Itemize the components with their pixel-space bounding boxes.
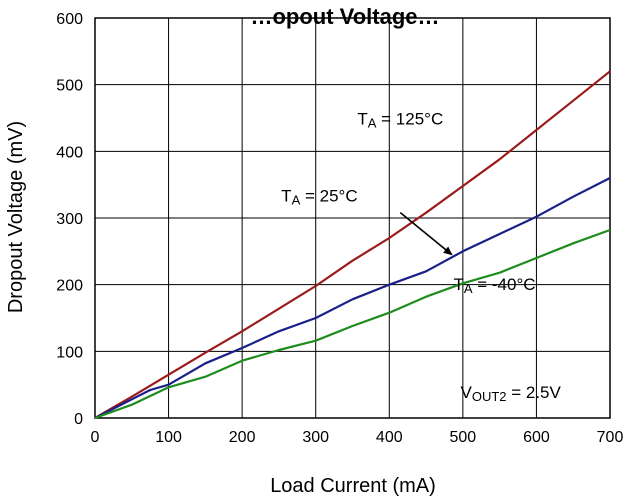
annotation-t125: TA = 125°C <box>357 110 443 131</box>
grid-lines <box>95 18 610 418</box>
x-tick-label: 700 <box>597 429 624 446</box>
x-tick-label: 500 <box>450 429 477 446</box>
y-tick-label: 500 <box>56 78 83 95</box>
chart-title: …opout Voltage… <box>250 4 439 29</box>
x-tick-label: 200 <box>229 429 256 446</box>
y-tick-label: 300 <box>56 211 83 228</box>
series-line-1 <box>94 177 611 419</box>
annotation-tm40: TA = -40°C <box>453 275 535 296</box>
series-line-0 <box>94 70 611 419</box>
annotation-vout: VOUT2 = 2.5V <box>460 383 561 404</box>
annotations: TA = 125°C TA = 25°C TA = -40°C VOUT2 = 2.5… <box>281 110 561 404</box>
y-axis-title: Dropout Voltage (mV) <box>5 121 27 313</box>
y-tick-labels: 0 100 200 300 400 500 600 <box>56 11 83 428</box>
y-tick-label: 600 <box>56 11 83 28</box>
x-tick-label: 100 <box>155 429 182 446</box>
x-axis-title: Load Current (mA) <box>270 475 436 497</box>
annotation-t25: TA = 25°C <box>281 186 357 207</box>
y-tick-label: 0 <box>74 411 83 428</box>
x-tick-label: 300 <box>302 429 329 446</box>
x-tick-label: 600 <box>523 429 550 446</box>
x-tick-label: 400 <box>376 429 403 446</box>
x-tick-labels: 0 100 200 300 400 500 600 700 <box>91 429 624 446</box>
y-tick-label: 200 <box>56 278 83 295</box>
series-lines <box>94 70 611 420</box>
y-tick-label: 400 <box>56 144 83 161</box>
y-tick-label: 100 <box>56 344 83 361</box>
x-tick-label: 0 <box>91 429 100 446</box>
series-line-2 <box>94 228 611 420</box>
annotation-arrow <box>399 212 453 256</box>
